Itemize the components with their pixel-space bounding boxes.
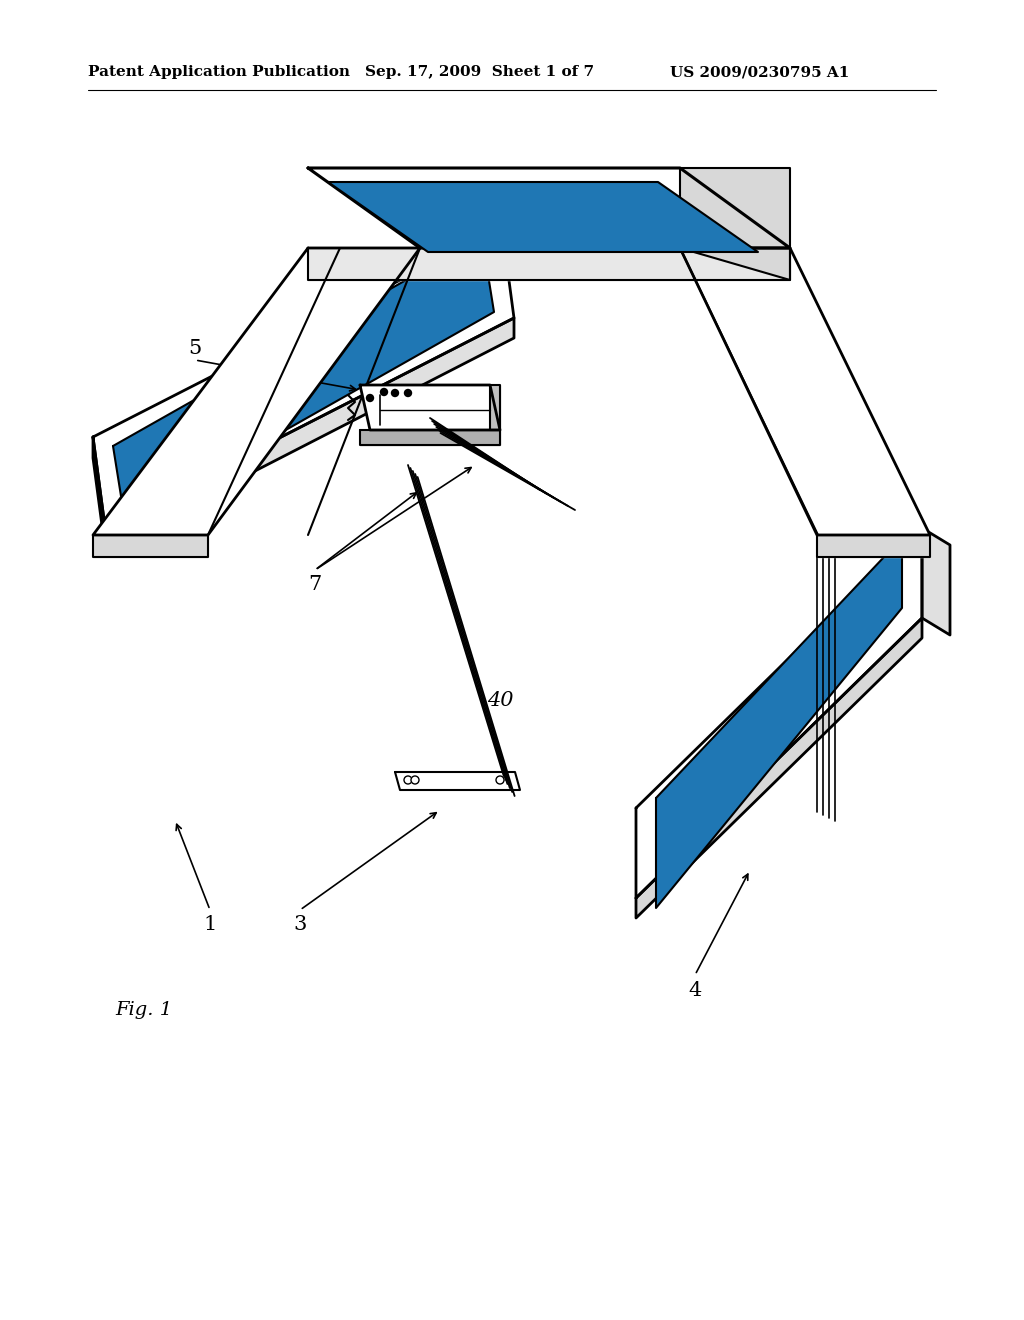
Polygon shape <box>636 528 922 898</box>
Circle shape <box>411 776 419 784</box>
Polygon shape <box>680 168 790 280</box>
Circle shape <box>404 776 412 784</box>
Polygon shape <box>490 385 500 430</box>
Polygon shape <box>360 385 500 430</box>
Text: 5: 5 <box>188 338 202 358</box>
Polygon shape <box>93 437 105 548</box>
Polygon shape <box>817 535 930 557</box>
Polygon shape <box>922 528 950 635</box>
Text: US 2009/0230795 A1: US 2009/0230795 A1 <box>670 65 849 79</box>
Polygon shape <box>395 772 520 789</box>
Circle shape <box>367 395 374 401</box>
Polygon shape <box>680 248 930 535</box>
Polygon shape <box>656 539 902 908</box>
Polygon shape <box>113 238 494 521</box>
Polygon shape <box>105 318 514 548</box>
Text: 1: 1 <box>204 916 217 935</box>
Text: Fig. 1: Fig. 1 <box>115 1001 172 1019</box>
Polygon shape <box>636 618 922 917</box>
Circle shape <box>496 776 504 784</box>
Text: 3: 3 <box>293 916 306 935</box>
Polygon shape <box>93 248 420 535</box>
Polygon shape <box>328 182 758 252</box>
Text: 4: 4 <box>688 981 701 999</box>
Text: Patent Application Publication: Patent Application Publication <box>88 65 350 79</box>
Polygon shape <box>93 228 514 527</box>
Text: 2: 2 <box>154 466 167 484</box>
Text: 7: 7 <box>308 576 322 594</box>
Circle shape <box>404 389 412 396</box>
Polygon shape <box>308 248 790 280</box>
Text: Sep. 17, 2009  Sheet 1 of 7: Sep. 17, 2009 Sheet 1 of 7 <box>365 65 594 79</box>
Polygon shape <box>93 535 208 557</box>
Text: 6: 6 <box>618 178 632 198</box>
Polygon shape <box>360 430 500 445</box>
Text: 40: 40 <box>486 690 513 710</box>
Circle shape <box>381 388 387 396</box>
Polygon shape <box>308 168 790 248</box>
Circle shape <box>391 389 398 396</box>
